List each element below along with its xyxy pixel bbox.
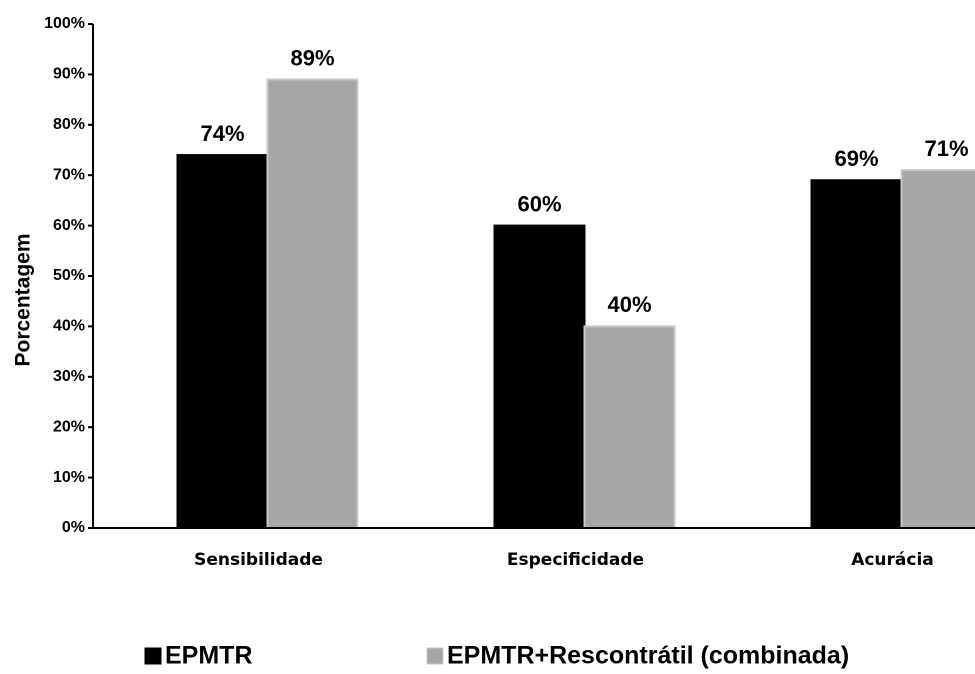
y-tick-label: 10% xyxy=(53,469,85,486)
value-label: 60% xyxy=(517,191,561,216)
y-tick-label: 70% xyxy=(53,166,85,183)
value-label: 40% xyxy=(607,292,651,317)
bar xyxy=(493,224,586,529)
legend-swatch xyxy=(144,647,162,665)
bar xyxy=(810,179,903,530)
y-tick-label: 20% xyxy=(53,418,85,435)
y-tick-label: 100% xyxy=(44,15,85,32)
y-tick-label: 40% xyxy=(53,318,85,335)
y-tick-label: 50% xyxy=(53,267,85,284)
legend-label: EPMTR xyxy=(165,642,253,670)
legend-swatch xyxy=(426,647,444,665)
legend-label: EPMTR+Rescontrátil (combinada) xyxy=(447,642,849,670)
value-label: 71% xyxy=(924,136,968,161)
y-tick-label: 60% xyxy=(53,217,85,234)
value-label: 74% xyxy=(200,121,244,146)
bar xyxy=(266,78,359,529)
x-tick-label: Especificidade xyxy=(507,550,644,570)
y-axis-label: Porcentagem xyxy=(12,233,35,366)
bar xyxy=(900,169,975,529)
y-tick-label: 0% xyxy=(62,519,85,536)
y-tick-label: 30% xyxy=(53,368,85,385)
bar xyxy=(176,154,269,529)
value-label: 89% xyxy=(290,45,334,70)
y-tick-label: 90% xyxy=(53,66,85,83)
x-tick-label: Sensibilidade xyxy=(194,550,323,570)
x-tick-label: Acurácia xyxy=(851,550,934,570)
value-label: 69% xyxy=(834,146,878,171)
y-tick-label: 80% xyxy=(53,116,85,133)
bar xyxy=(583,325,676,529)
